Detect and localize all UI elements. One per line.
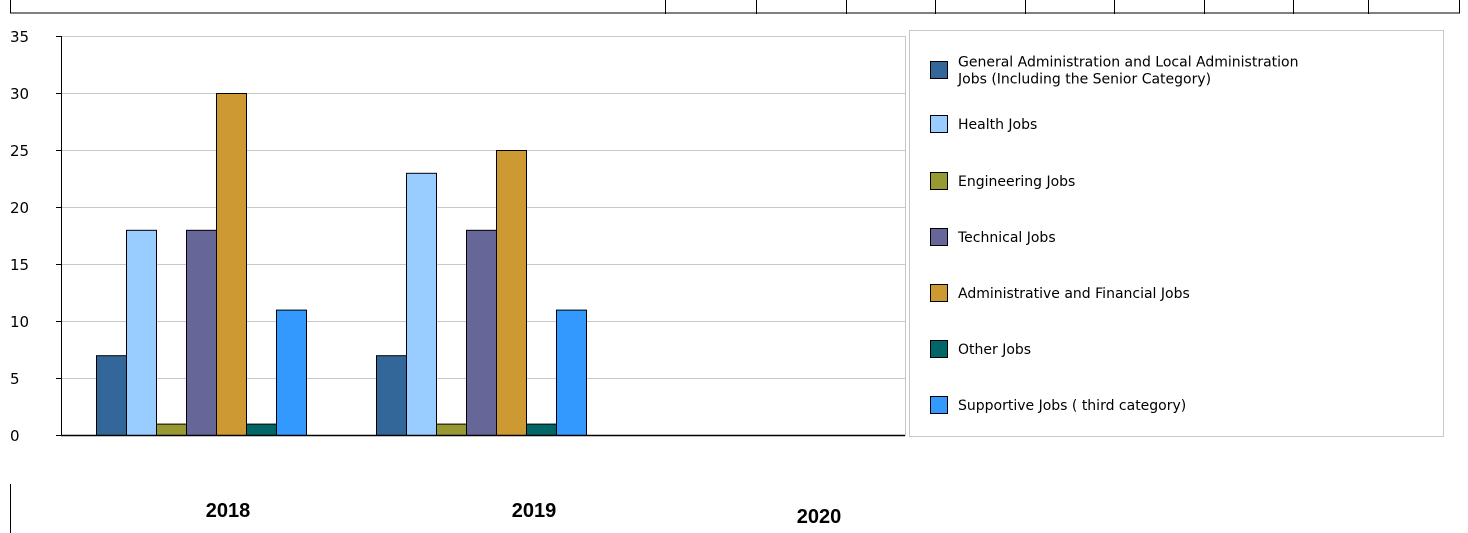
bar-2019-series-2 — [406, 172, 437, 437]
bar-2018-series-1 — [96, 355, 127, 437]
y-tick-label: 15 — [10, 256, 29, 274]
legend: General Administration and Local Adminis… — [909, 30, 1444, 437]
x-label-2018: 2018 — [205, 500, 251, 522]
legend-box — [909, 30, 1444, 437]
legend-swatch — [930, 228, 948, 246]
legend-swatch — [930, 61, 948, 79]
bar-chart: 0 5 10 15 20 25 30 35 General Administration an… — [10, 28, 1444, 445]
bar-2018-series-4 — [186, 229, 217, 436]
y-tick-label: 10 — [10, 313, 29, 331]
x-label-2020: 2020 — [796, 506, 842, 528]
y-tick-label: 5 — [10, 370, 20, 388]
y-tick-label: 30 — [10, 85, 29, 103]
bar-2019-series-6 — [526, 423, 557, 437]
y-tick-label: 20 — [10, 199, 29, 217]
legend-label: Technical Jobs — [957, 230, 1056, 246]
top-table-strip — [10, 0, 1460, 14]
bar-2018-series-6 — [246, 423, 277, 437]
y-tick-label: 35 — [10, 28, 29, 46]
legend-label: Health Jobs — [958, 117, 1037, 133]
y-axis-ticks: 0 5 10 15 20 25 30 35 — [10, 28, 61, 445]
legend-label: Engineering Jobs — [958, 174, 1075, 190]
legend-label: General Administration and Local Adminis… — [958, 55, 1298, 71]
bar-2018-series-5 — [216, 93, 247, 436]
table-border — [10, 0, 1460, 14]
bar-2019-series-7 — [556, 309, 587, 437]
bar-2018-series-3 — [156, 423, 187, 437]
y-tick-label: 25 — [10, 142, 29, 160]
legend-label: Supportive Jobs ( third category) — [958, 398, 1186, 414]
legend-swatch — [930, 340, 948, 358]
bar-2018-series-2 — [126, 229, 157, 436]
left-border-line — [10, 484, 11, 533]
legend-swatch — [930, 396, 948, 414]
legend-swatch — [930, 115, 948, 133]
legend-swatch — [930, 172, 948, 190]
axes — [61, 36, 905, 437]
x-label-2019: 2019 — [511, 500, 557, 522]
bar-2018-series-7 — [276, 309, 307, 437]
bar-2019-series-5 — [496, 150, 527, 436]
bar-2019-series-4 — [466, 229, 497, 436]
y-tick-label: 0 — [10, 427, 20, 445]
bar-2019-series-3 — [436, 423, 467, 437]
bars — [96, 93, 587, 437]
legend-swatch — [930, 284, 948, 302]
legend-label: Jobs (Including the Senior Category) — [957, 72, 1211, 88]
bar-2019-series-1 — [376, 355, 407, 437]
legend-label: Administrative and Financial Jobs — [958, 286, 1190, 302]
legend-label: Other Jobs — [958, 342, 1031, 358]
